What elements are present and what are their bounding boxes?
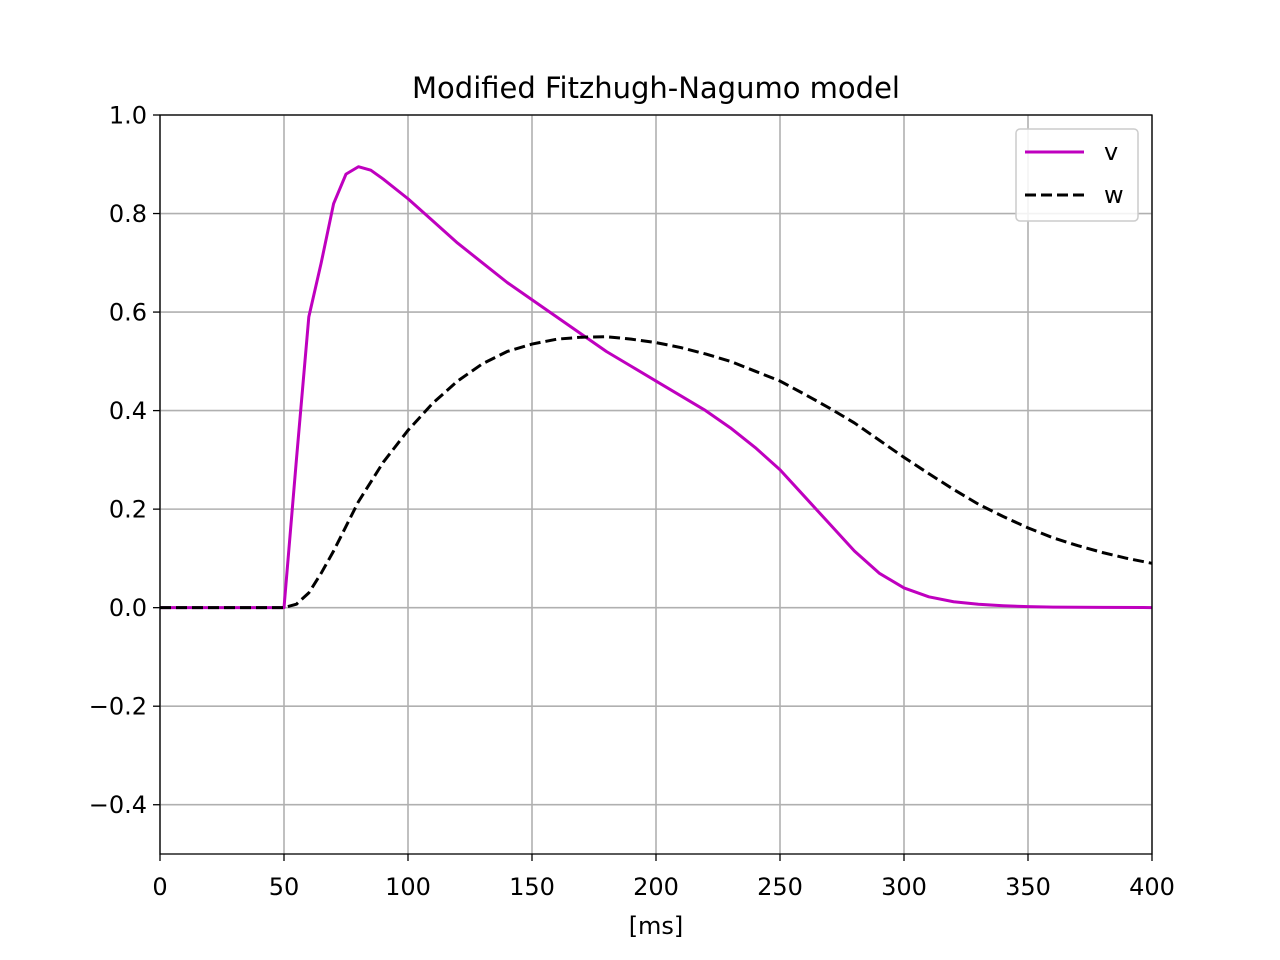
axis-ticks: 0 50 100 150 200 250 300 350 400 −0.4 −0.2 0.0 0.2 0.… <box>89 102 1175 902</box>
y-tick-label: 0.4 <box>109 397 147 425</box>
x-tick-label: 200 <box>633 873 679 901</box>
x-tick-label: 150 <box>509 873 555 901</box>
series-line-v <box>160 165 1153 610</box>
y-tick-label: 0.0 <box>109 594 147 622</box>
y-tick-label: 0.6 <box>109 299 147 327</box>
y-tick-label: 1.0 <box>109 102 147 130</box>
chart-title: Modified Fitzhugh-Nagumo model <box>412 71 900 105</box>
y-tick-label: 0.8 <box>109 200 147 228</box>
legend-label-v: v <box>1104 138 1118 166</box>
x-tick-label: 50 <box>269 873 300 901</box>
series-line-w <box>160 335 1153 610</box>
x-tick-label: 250 <box>757 873 803 901</box>
grid <box>159 114 1153 854</box>
y-tick-label: 0.2 <box>109 496 147 524</box>
x-tick-label: 400 <box>1129 873 1175 901</box>
y-tick-label: −0.2 <box>89 693 147 721</box>
x-axis-label: [ms] <box>629 912 684 940</box>
x-tick-label: 350 <box>1005 873 1051 901</box>
y-tick-label: −0.4 <box>89 791 147 819</box>
series-lines <box>160 165 1153 610</box>
x-tick-label: 300 <box>881 873 927 901</box>
legend-label-w: w <box>1104 181 1124 209</box>
legend: vw <box>1015 128 1139 222</box>
x-tick-label: 100 <box>385 873 431 901</box>
x-tick-label: 0 <box>152 873 167 901</box>
